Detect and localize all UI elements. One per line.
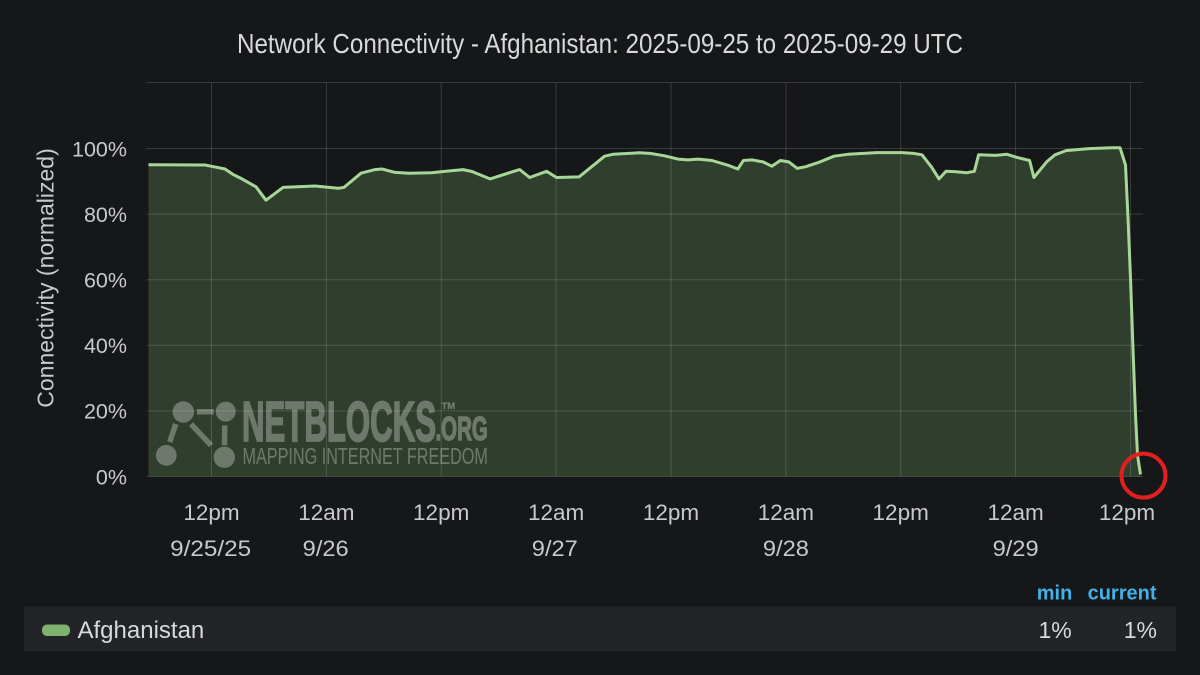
svg-text:12am: 12am xyxy=(758,500,814,525)
svg-text:min: min xyxy=(1037,583,1073,605)
svg-text:12pm: 12pm xyxy=(413,500,469,525)
svg-text:1%: 1% xyxy=(1038,617,1071,643)
svg-text:current: current xyxy=(1088,583,1157,605)
svg-text:9/27: 9/27 xyxy=(532,536,578,561)
svg-text:Afghanistan: Afghanistan xyxy=(78,617,205,644)
svg-text:MAPPING INTERNET FREEDOM: MAPPING INTERNET FREEDOM xyxy=(243,444,488,469)
svg-text:9/26: 9/26 xyxy=(303,536,349,561)
svg-text:12am: 12am xyxy=(987,500,1043,525)
svg-text:12pm: 12pm xyxy=(1099,500,1155,525)
svg-text:1%: 1% xyxy=(1124,617,1157,643)
svg-text:12pm: 12pm xyxy=(183,500,239,525)
svg-text:40%: 40% xyxy=(84,334,127,358)
svg-text:TM: TM xyxy=(442,401,456,412)
svg-text:80%: 80% xyxy=(84,203,127,227)
svg-text:20%: 20% xyxy=(84,400,127,424)
svg-text:NETBLOCKS: NETBLOCKS xyxy=(242,389,436,454)
svg-text:9/28: 9/28 xyxy=(763,536,809,561)
svg-text:Connectivity (normalized): Connectivity (normalized) xyxy=(33,148,59,407)
svg-text:9/29: 9/29 xyxy=(993,536,1039,561)
svg-text:12pm: 12pm xyxy=(643,500,699,525)
svg-text:12am: 12am xyxy=(298,500,354,525)
svg-text:60%: 60% xyxy=(84,269,127,293)
svg-text:Network Connectivity - Afghani: Network Connectivity - Afghanistan: 2025… xyxy=(237,28,963,59)
svg-text:100%: 100% xyxy=(72,137,127,161)
svg-text:12pm: 12pm xyxy=(873,500,929,525)
svg-text:12am: 12am xyxy=(528,500,584,525)
svg-text:0%: 0% xyxy=(96,465,127,489)
svg-text:9/25/25: 9/25/25 xyxy=(170,536,251,561)
svg-text:.ORG: .ORG xyxy=(436,410,488,447)
